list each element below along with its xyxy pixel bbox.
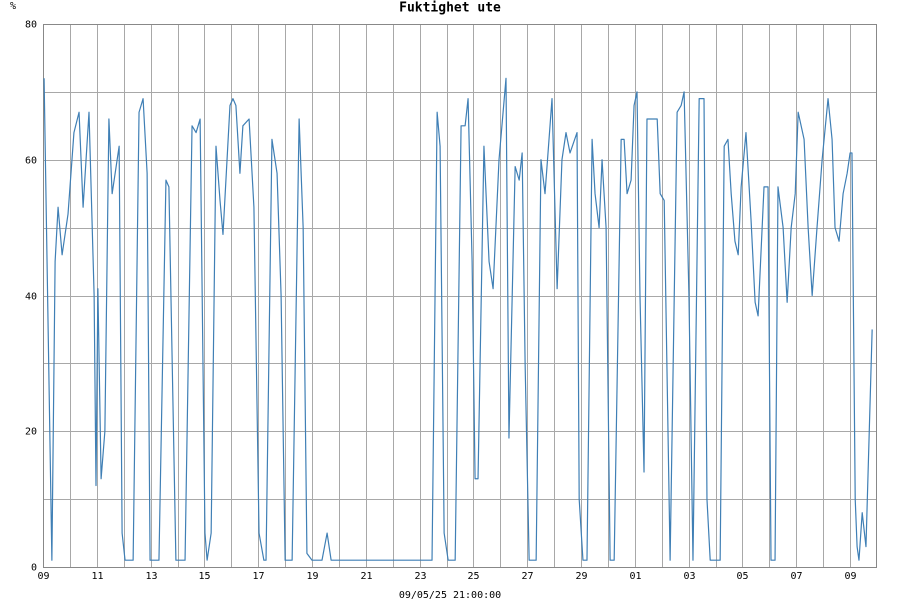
- y-axis-label: %: [10, 1, 16, 12]
- x-tick-label: 11: [91, 571, 103, 582]
- y-tick-label: 20: [25, 427, 37, 438]
- chart-title: Fuktighet ute: [399, 1, 501, 16]
- x-tick-label: 13: [145, 571, 157, 582]
- x-tick-label: 01: [629, 571, 641, 582]
- x-tick-label: 09: [844, 571, 856, 582]
- y-tick-label: 40: [25, 292, 37, 303]
- x-tick-label: 07: [790, 571, 802, 582]
- x-tick-label: 25: [467, 571, 479, 582]
- x-tick-label: 03: [683, 571, 695, 582]
- x-tick-label: 21: [360, 571, 372, 582]
- y-tick-label: 60: [25, 156, 37, 167]
- x-tick-label: 17: [252, 571, 264, 582]
- data-line: [43, 77, 873, 561]
- x-tick-label: 19: [306, 571, 318, 582]
- y-tick-label: 0: [31, 563, 37, 574]
- x-tick-label: 27: [521, 571, 533, 582]
- x-tick-label: 23: [414, 571, 426, 582]
- x-tick-label: 15: [198, 571, 210, 582]
- x-tick-label: 29: [575, 571, 587, 582]
- y-tick-label: 80: [25, 20, 37, 31]
- x-tick-label: 09: [37, 571, 49, 582]
- plot-frame: [43, 24, 877, 568]
- x-axis-label: 09/05/25 21:00:00: [399, 590, 501, 600]
- x-tick-label: 05: [736, 571, 748, 582]
